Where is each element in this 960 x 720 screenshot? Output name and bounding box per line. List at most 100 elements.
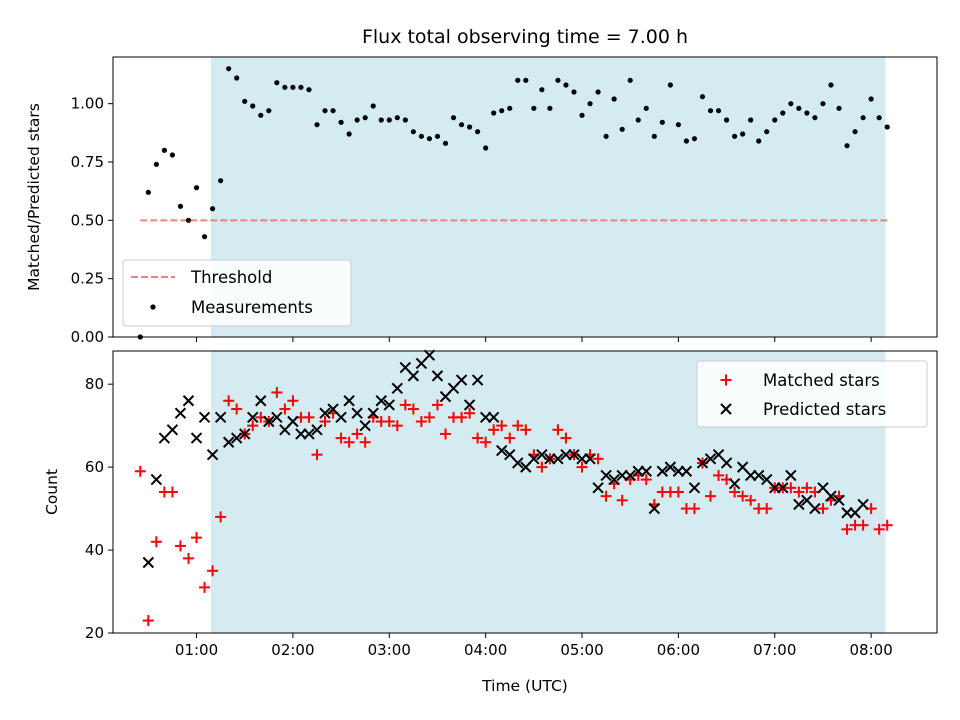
predicted-star-point	[247, 411, 259, 424]
predicted-star-point	[664, 461, 677, 473]
count-plot-frame	[112, 350, 938, 634]
measurement-point	[635, 117, 641, 123]
predicted-star-point	[367, 407, 379, 419]
measurement-point	[330, 108, 336, 114]
measurement-point	[338, 119, 344, 125]
measurement-point	[836, 105, 842, 111]
measurement-point	[402, 117, 408, 123]
predicted-star-point	[600, 469, 612, 482]
measurement-point	[571, 89, 577, 95]
predicted-star-point	[688, 482, 701, 494]
measurement-point	[675, 122, 681, 128]
y-tick-label: 20	[85, 624, 104, 642]
predicted-star-point	[375, 395, 387, 407]
measurement-point	[772, 117, 778, 123]
y-tick-label: 1.00	[71, 95, 104, 113]
measurement-point	[884, 124, 890, 130]
predicted-star-point	[801, 494, 813, 507]
measurement-point	[250, 103, 256, 109]
measurement-point	[145, 189, 151, 195]
measurement-point	[193, 185, 200, 191]
measurement-point	[458, 122, 465, 128]
predicted-star-point	[728, 477, 741, 490]
predicted-star-point	[303, 428, 315, 440]
predicted-star-point	[198, 411, 211, 424]
measurement-point	[852, 129, 858, 135]
measurement-point	[354, 117, 360, 123]
predicted-star-point	[777, 482, 789, 494]
legend-matched-swatch	[720, 374, 732, 386]
measurement-point	[410, 129, 416, 135]
predicted-star-point	[696, 457, 709, 469]
measurement-point	[266, 108, 272, 114]
count-x-ticks: 01:00 02:00 03:00 04:00 05:00 06:00 07:00 08:00	[175, 633, 893, 659]
chart-title: Flux total observing time = 7.00 h	[362, 26, 688, 48]
predicted-star-point	[431, 370, 444, 382]
x-tick-label: 08:00	[850, 641, 893, 659]
measurement-point	[555, 77, 561, 83]
measurement-point	[860, 115, 866, 121]
measurement-point	[153, 161, 159, 167]
measurement-point	[828, 82, 834, 88]
predicted-star-point	[817, 482, 829, 494]
measurement-point	[563, 82, 569, 88]
predicted-star-point	[190, 432, 203, 444]
predicted-star-point	[239, 428, 251, 440]
x-tick-label: 01:00	[175, 641, 218, 659]
measurement-point	[804, 110, 810, 116]
measurement-point	[651, 133, 657, 139]
predicted-star-point	[255, 395, 267, 407]
predicted-star-point	[536, 448, 548, 461]
count-legend: Matched stars Predicted stars	[696, 360, 928, 428]
measurement-point	[201, 234, 208, 240]
predicted-star-point	[214, 411, 227, 424]
measurement-point	[579, 112, 585, 118]
count-y-axis-label: Count	[43, 469, 61, 515]
predicted-star-point	[206, 448, 219, 461]
predicted-star-point	[656, 465, 669, 477]
x-tick-label: 06:00	[657, 641, 700, 659]
measurement-point	[756, 138, 762, 144]
predicted-star-point	[825, 490, 837, 502]
predicted-star-point	[487, 411, 500, 424]
measurement-point	[258, 112, 264, 118]
measurement-point	[812, 115, 818, 121]
legend-predicted-label: Predicted stars	[763, 400, 886, 419]
measurement-point	[306, 87, 312, 93]
measurement-point	[434, 133, 441, 139]
ratio-y-axis-label: Matched/Predicted stars	[25, 103, 43, 291]
predicted-star-point	[761, 473, 773, 486]
measurement-point	[868, 96, 874, 102]
predicted-star-point	[150, 473, 163, 486]
measurement-point	[499, 108, 505, 114]
measurement-point	[740, 131, 746, 137]
predicted-star-point	[785, 469, 797, 482]
predicted-star-point	[793, 498, 805, 511]
predicted-star-point	[174, 407, 187, 419]
predicted-star-point	[528, 453, 540, 465]
measurement-point	[796, 105, 802, 111]
measurement-point	[844, 143, 850, 149]
predicted-star-point	[512, 457, 524, 469]
y-tick-label: 60	[85, 458, 104, 476]
measurement-point	[450, 115, 457, 121]
ratio-legend: Threshold Measurements	[122, 259, 352, 327]
measurement-point	[386, 117, 392, 123]
measurement-point	[732, 133, 738, 139]
predicted-star-point	[327, 403, 339, 415]
measurement-point	[691, 136, 698, 142]
predicted-star-point	[833, 494, 845, 507]
count-y-ticks: 20 40 60 80	[85, 375, 113, 642]
matched-stars-points	[134, 386, 893, 627]
predicted-star-point	[343, 395, 355, 407]
measurement-point	[699, 94, 706, 100]
predicted-star-point	[592, 482, 604, 494]
measurement-point	[242, 98, 248, 104]
measurement-point	[595, 89, 601, 95]
measurement-point	[161, 147, 167, 153]
measurement-point	[362, 115, 368, 121]
measurement-point	[820, 101, 826, 107]
predicted-star-point	[496, 444, 508, 457]
predicted-star-point	[568, 448, 580, 461]
measurement-point	[659, 119, 665, 125]
